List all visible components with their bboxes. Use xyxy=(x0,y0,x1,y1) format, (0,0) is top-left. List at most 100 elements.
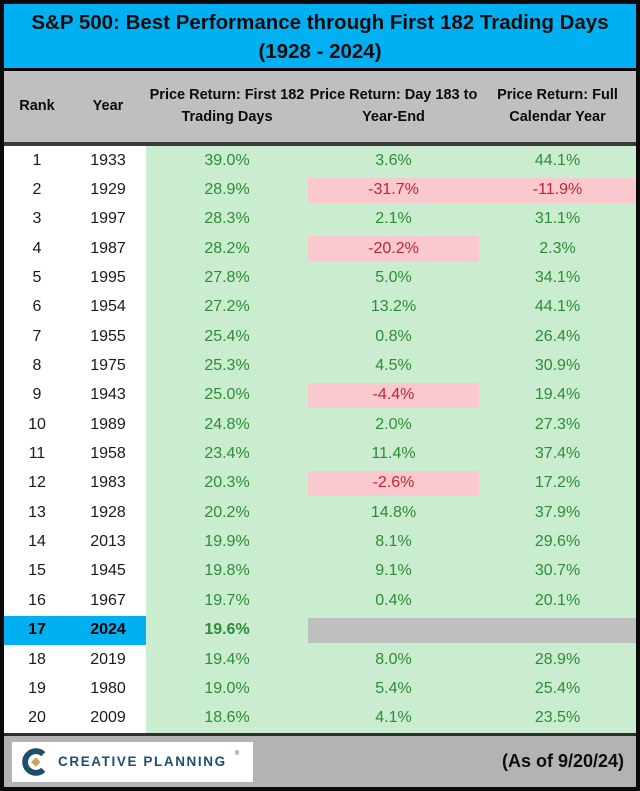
year-cell: 1987 xyxy=(90,239,126,257)
rank-cell: 14 xyxy=(28,533,46,551)
rank-cell: 6 xyxy=(32,298,42,316)
fullyear-cell: 23.5% xyxy=(479,703,636,733)
year-cell: 1943 xyxy=(90,386,126,404)
day183-cell-value: -4.4% xyxy=(372,386,415,404)
fullyear-cell-value: 30.7% xyxy=(534,562,581,580)
fullyear-cell-value: 44.1% xyxy=(534,151,581,169)
table-row: 5 1995 27.8% 5.0% 34.1% xyxy=(4,263,636,293)
pink-highlight-block: -2.6% xyxy=(308,470,479,496)
first182-cell: 39.0% xyxy=(146,146,308,176)
table-row: 2 1929 28.9% -31.7% -11.9% xyxy=(4,175,636,205)
fullyear-cell: 30.9% xyxy=(479,351,636,381)
rank-cell: 16 xyxy=(28,591,46,609)
day183-cell-value: 8.0% xyxy=(375,650,412,668)
first182-cell-value: 19.7% xyxy=(204,591,250,609)
rank-cell: 3 xyxy=(32,210,42,228)
first182-cell: 19.9% xyxy=(146,527,308,557)
rank-cell: 18 xyxy=(28,650,46,668)
day183-cell: 5.0% xyxy=(308,263,479,293)
table-row: 12 1983 20.3% -2.6% 17.2% xyxy=(4,468,636,499)
year-cell: 1967 xyxy=(90,591,126,609)
day183-cell-value: 5.4% xyxy=(375,679,412,697)
day183-cell-value: -31.7% xyxy=(368,181,419,199)
column-header-fullyear: Price Return: Full Calendar Year xyxy=(497,87,618,125)
rank-cell: 8 xyxy=(32,357,42,375)
first182-cell: 28.2% xyxy=(146,234,308,264)
first182-cell: 24.8% xyxy=(146,410,308,440)
day183-cell-value: 9.1% xyxy=(375,562,412,580)
column-header-day183: Price Return: Day 183 to Year-End xyxy=(309,87,478,125)
first182-cell-value: 19.4% xyxy=(204,650,250,668)
fullyear-cell-value: 19.4% xyxy=(534,386,581,404)
fullyear-cell: 25.4% xyxy=(479,674,636,704)
first182-cell: 19.8% xyxy=(146,556,308,587)
fullyear-cell-value: 31.1% xyxy=(534,210,581,228)
year-cell: 1989 xyxy=(90,415,126,433)
first182-cell: 19.6% xyxy=(146,615,308,645)
title-line1: S&P 500: Best Performance through First … xyxy=(31,11,609,34)
first182-cell-value: 18.6% xyxy=(204,709,250,727)
gray-highlight-block xyxy=(308,617,479,643)
first182-cell: 25.3% xyxy=(146,351,308,381)
table-row: 7 1955 25.4% 0.8% 26.4% xyxy=(4,322,636,352)
first182-cell: 20.2% xyxy=(146,498,308,528)
year-cell: 1929 xyxy=(90,181,126,199)
table-row: 8 1975 25.3% 4.5% 30.9% xyxy=(4,351,636,381)
rank-cell: 19 xyxy=(28,679,46,697)
year-cell: 1954 xyxy=(90,298,126,316)
first182-cell-value: 19.8% xyxy=(204,562,250,580)
day183-cell-value: -20.2% xyxy=(368,239,419,257)
first182-cell-value: 25.3% xyxy=(204,357,250,375)
day183-cell: 0.4% xyxy=(308,586,479,616)
first182-cell-value: 25.0% xyxy=(204,386,250,404)
table-row: 20 2009 18.6% 4.1% 23.5% xyxy=(4,703,636,733)
day183-cell: 4.1% xyxy=(308,703,479,733)
fullyear-cell: 20.1% xyxy=(479,586,636,616)
day183-cell: 5.4% xyxy=(308,674,479,704)
day183-cell: -4.4% xyxy=(308,380,479,411)
rank-cell: 10 xyxy=(28,415,46,433)
day183-cell: 4.5% xyxy=(308,351,479,381)
first182-cell-value: 20.3% xyxy=(204,474,250,492)
day183-cell-value: 2.0% xyxy=(375,415,412,433)
fullyear-cell: 44.1% xyxy=(479,146,636,176)
fullyear-cell-value: 37.4% xyxy=(534,445,581,463)
first182-cell: 27.2% xyxy=(146,292,308,323)
first182-cell: 19.4% xyxy=(146,644,308,675)
rank-cell: 4 xyxy=(32,239,42,257)
day183-cell: 0.8% xyxy=(308,322,479,352)
first182-cell: 19.7% xyxy=(146,586,308,616)
day183-cell: 9.1% xyxy=(308,556,479,587)
first182-cell-value: 19.9% xyxy=(204,533,250,551)
rank-cell: 9 xyxy=(32,386,42,404)
day183-cell-value: 8.1% xyxy=(375,533,412,551)
year-cell: 1975 xyxy=(90,357,126,375)
first182-cell: 18.6% xyxy=(146,703,308,733)
rank-cell: 7 xyxy=(32,327,42,345)
fullyear-cell-value: 44.1% xyxy=(534,298,581,316)
logo-trademark: ® xyxy=(234,750,240,757)
fullyear-cell: 31.1% xyxy=(479,204,636,235)
year-cell: 1995 xyxy=(90,269,126,287)
rank-cell: 13 xyxy=(28,503,46,521)
fullyear-cell: 2.3% xyxy=(479,234,636,264)
rank-cell: 12 xyxy=(28,474,46,492)
rank-cell: 15 xyxy=(28,562,46,580)
day183-cell-value: 4.1% xyxy=(375,709,412,727)
fullyear-cell: 28.9% xyxy=(479,644,636,675)
column-header-first182: Price Return: First 182 Trading Days xyxy=(149,87,305,125)
fullyear-cell: 37.9% xyxy=(479,498,636,528)
first182-cell-value: 19.0% xyxy=(204,679,250,697)
first182-cell-value: 28.3% xyxy=(204,210,250,228)
day183-cell: 14.8% xyxy=(308,498,479,528)
first182-cell-value: 27.8% xyxy=(204,269,250,287)
year-cell: 1983 xyxy=(90,474,126,492)
as-of-date: (As of 9/20/24) xyxy=(501,751,624,771)
rank-cell: 17 xyxy=(4,615,70,645)
fullyear-cell-value: 25.4% xyxy=(534,679,581,697)
footer: CREATIVE PLANNING ® (As of 9/20/24) xyxy=(4,733,636,787)
day183-cell: 2.0% xyxy=(308,410,479,440)
fullyear-cell-value: 34.1% xyxy=(534,269,581,287)
fullyear-cell: 37.4% xyxy=(479,439,636,469)
